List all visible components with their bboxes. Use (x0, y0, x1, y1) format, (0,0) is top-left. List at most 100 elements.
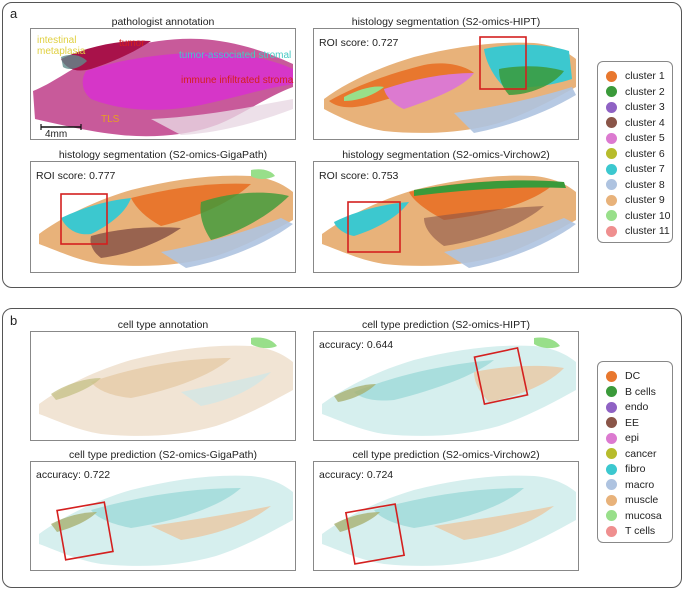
cluster-legend-item: cluster 3 (606, 100, 665, 114)
legend-swatch (606, 494, 617, 506)
cluster-legend-item: cluster 5 (606, 131, 665, 145)
legend-swatch (606, 525, 617, 537)
cell-cancer-area (334, 384, 376, 402)
cell-hipt-svg (322, 337, 576, 436)
legend-swatch (606, 225, 617, 237)
cell-fibro-area (91, 488, 241, 528)
seg-cluster5-area (384, 73, 474, 109)
legend-swatch (606, 463, 617, 475)
legend-cell-types: DC B cells endo EE epi cancer fibro macro muscle… (597, 361, 673, 543)
roi-box-cell-hipt (473, 347, 529, 405)
image-histology-gigapath: ROI score: 0.777 (30, 161, 296, 273)
cell-fibro-area (374, 488, 524, 528)
legend-label: cluster 11 (625, 225, 670, 237)
title-cell-type-hipt: cell type prediction (S2-omics-HIPT) (361, 319, 531, 331)
cluster-legend-item: cluster 2 (606, 85, 665, 99)
cell-fibro-area (181, 372, 271, 406)
seg-cluster8-area (444, 218, 576, 268)
title-histology-hipt: histology segmentation (S2-omics-HIPT) (351, 16, 541, 28)
cell-type-legend-item: macro (606, 478, 654, 492)
cell-type-legend-item: cancer (606, 447, 657, 461)
legend-swatch (606, 163, 617, 175)
seg-cluster2-area (499, 66, 564, 95)
cluster-legend-item: cluster 6 (606, 147, 665, 161)
cell-gigapath-svg (39, 475, 293, 566)
image-histology-hipt: ROI score: 0.727 (313, 28, 579, 140)
cell-type-legend-item: epi (606, 431, 639, 445)
image-cell-type-virchow2: accuracy: 0.724 (313, 461, 579, 571)
legend-label: cluster 4 (625, 116, 665, 129)
cell-cancer-area (334, 512, 380, 532)
seg-cluster4-area (424, 206, 544, 246)
title-cell-type-gigapath: cell type prediction (S2-omics-GigaPath) (69, 449, 257, 461)
legend-label: mucosa (625, 509, 662, 522)
legend-label: T cells (625, 525, 656, 537)
roi-score-virchow2: ROI score: 0.753 (319, 170, 399, 182)
legend-label: fibro (625, 463, 646, 475)
legend-swatch (606, 479, 617, 490)
segmentation-gigapath-svg (39, 169, 293, 268)
seg-cluster2-area (414, 180, 566, 196)
panel-a: a pathologist annotation histology segme… (2, 2, 682, 288)
cell-cancer-area (51, 378, 101, 400)
legend-label: cluster 5 (625, 132, 665, 144)
segmentation-hipt-svg (324, 36, 576, 133)
image-histology-virchow2: ROI score: 0.753 (313, 161, 579, 273)
cell-mucosa-area (534, 337, 560, 349)
pale-tissue-region (151, 99, 293, 135)
cluster-legend-item: cluster 9 (606, 193, 665, 207)
cell-virchow2-svg (322, 475, 576, 566)
legend-clusters: cluster 1 cluster 2 cluster 3 cluster 4 clus… (597, 61, 673, 243)
seg-cluster8-area (454, 87, 576, 133)
legend-swatch (606, 417, 617, 428)
legend-label: cancer (625, 447, 657, 460)
cluster-legend-item: cluster 11 (606, 224, 670, 238)
roi-box-gigapath (60, 193, 108, 245)
legend-label: B cells (625, 385, 656, 398)
cell-type-legend-item: muscle (606, 493, 658, 507)
image-pathologist-annotation: intestinal metaplasia tumor tumor-associ… (30, 28, 296, 140)
legend-swatch (606, 179, 617, 190)
cell-type-legend-item: T cells (606, 524, 655, 538)
seg-cluster10-area (251, 169, 275, 179)
label-tumor: tumor (119, 38, 145, 49)
seg-cluster2-area (200, 192, 289, 240)
roi-box-virchow2 (347, 201, 401, 253)
cell-muscle-background (39, 345, 293, 436)
legend-label: cluster 2 (625, 85, 665, 98)
metaplasia-region (61, 54, 87, 69)
legend-label: muscle (625, 494, 659, 506)
image-cell-type-gigapath: accuracy: 0.722 (30, 461, 296, 571)
label-immune-stroma: immune infiltrated stroma (181, 75, 294, 86)
legend-swatch (606, 386, 617, 397)
roi-score-gigapath: ROI score: 0.777 (36, 170, 116, 182)
legend-swatch (606, 401, 617, 413)
accuracy-virchow2: accuracy: 0.724 (319, 469, 394, 481)
legend-label: EE (625, 416, 640, 429)
legend-swatch (606, 194, 617, 206)
title-histology-virchow2: histology segmentation (S2-omics-Virchow… (342, 149, 550, 161)
legend-label: macro (625, 478, 655, 491)
legend-label: cluster 7 (625, 163, 665, 175)
legend-label: cluster 9 (625, 194, 665, 206)
legend-label: cluster 6 (625, 147, 665, 160)
title-cell-type-virchow2: cell type prediction (S2-omics-Virchow2) (352, 449, 540, 461)
legend-swatch (606, 448, 617, 459)
legend-label: epi (625, 432, 640, 444)
legend-swatch (606, 70, 617, 82)
seg-cluster1-area (131, 183, 251, 226)
legend-swatch (606, 510, 617, 521)
legend-swatch (606, 210, 617, 221)
legend-label: endo (625, 401, 649, 413)
segmentation-virchow2-svg (322, 175, 576, 268)
annotated-region (82, 52, 293, 110)
cell-fibro-area (354, 360, 494, 401)
cluster-legend-item: cluster 8 (606, 178, 665, 192)
cell-annotation-svg (39, 337, 293, 436)
legend-swatch (606, 148, 617, 159)
legend-label: cluster 3 (625, 101, 665, 113)
cell-muscle-area (91, 358, 231, 398)
image-cell-type-hipt: accuracy: 0.644 (313, 331, 579, 441)
legend-label: cluster 10 (625, 209, 671, 222)
cluster-legend-item: cluster 7 (606, 162, 665, 176)
